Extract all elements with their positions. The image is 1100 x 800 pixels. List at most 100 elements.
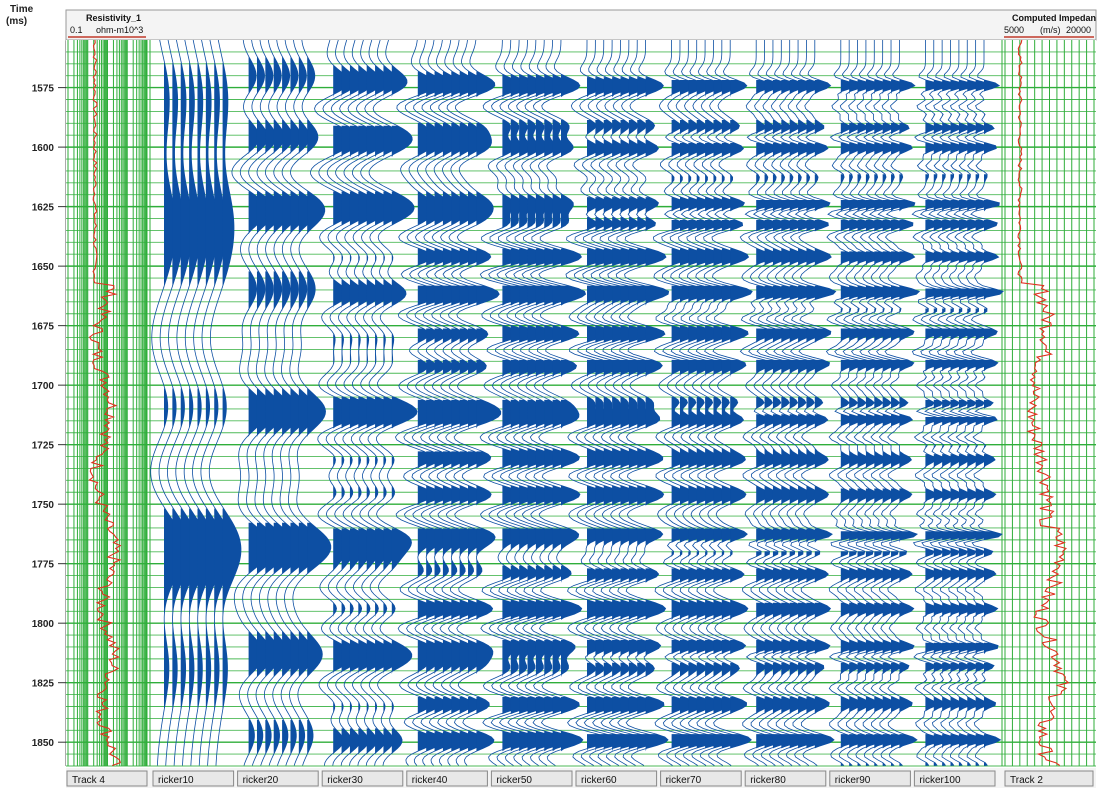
time-tick-label: 1700 — [32, 381, 55, 392]
trace-fill — [587, 77, 611, 752]
trace-wiggle — [624, 40, 670, 766]
trace-wiggle — [150, 39, 183, 766]
track-4-label-box — [66, 770, 148, 787]
trace-ricker20-label: ricker20 — [243, 775, 279, 786]
trace-fill — [671, 79, 694, 767]
trace-fill — [730, 79, 753, 767]
vertical-grid — [67, 40, 1095, 766]
trace-ricker90-label-box — [829, 770, 911, 787]
time-tick-label: 1650 — [32, 262, 55, 273]
left-log-max: 10^3 — [124, 25, 143, 35]
trace-ricker60-label: ricker60 — [581, 775, 617, 786]
trace-wiggle — [200, 39, 233, 766]
right-log-max: 20000 — [1066, 25, 1091, 35]
trace-wiggle — [167, 39, 200, 766]
time-axis: Time (ms) 1575 1600 1625 1650 1675 1700 1725 17… — [0, 0, 67, 800]
trace-wiggle — [368, 39, 418, 766]
resistivity-log-curve — [88, 39, 122, 767]
left-log-header: Resistivity_1 0.1 ohm-m 10^3 — [68, 13, 146, 38]
time-tick-label: 1825 — [32, 679, 55, 690]
trace-wiggle — [538, 39, 587, 766]
trace-ricker50-label: ricker50 — [496, 775, 532, 786]
trace-fill — [679, 79, 703, 767]
trace-ricker60-label-box — [575, 770, 658, 787]
time-tick-label: 1575 — [32, 84, 55, 95]
time-axis-title: Time — [10, 4, 34, 15]
trace-fill — [603, 77, 627, 752]
time-tick-label: 1800 — [32, 619, 55, 630]
trace-fill — [222, 62, 241, 712]
right-log-unit: (m/s) — [1040, 25, 1061, 35]
trace-fill — [772, 79, 794, 767]
time-tick-label: 1725 — [32, 441, 55, 452]
trace-panel-ricker20 — [231, 39, 332, 766]
trace-fill — [476, 71, 501, 752]
trace-fill — [595, 77, 619, 752]
trace-wiggle — [798, 40, 837, 766]
trace-panel-ricker60 — [565, 39, 670, 766]
time-tick-label: 1775 — [32, 560, 55, 571]
time-axis-ticks: 1575 1600 1625 1650 1675 1700 1725 1750 1775 1800… — [32, 84, 66, 749]
trace-ricker90-label: ricker90 — [835, 775, 871, 786]
trace-panel-ricker100 — [911, 40, 1004, 767]
trace-ricker20-label-box — [237, 770, 319, 787]
trace-ricker50-label-box — [490, 770, 573, 787]
trace-wiggle — [970, 40, 1004, 766]
trace-fill — [798, 79, 819, 767]
trace-fill — [637, 77, 661, 752]
trace-wiggle — [884, 40, 921, 766]
trace-ricker40-label: ricker40 — [412, 775, 448, 786]
trace-fill — [705, 79, 728, 767]
data-area — [66, 39, 1096, 767]
track-4-label: Track 4 — [72, 775, 105, 786]
time-tick-label: 1600 — [32, 143, 55, 154]
trace-fill — [612, 77, 636, 752]
trace-wiggle — [711, 40, 753, 766]
time-tick-label: 1675 — [32, 322, 55, 333]
trace-panel-ricker70 — [652, 40, 753, 767]
trace-ricker80-label: ricker80 — [750, 775, 786, 786]
trace-fill — [721, 79, 744, 767]
trace-ricker100-label-box — [913, 770, 996, 787]
trace-panel-ricker90 — [825, 40, 921, 767]
trace-panel-ricker10 — [150, 39, 242, 766]
trace-ricker30-label-box — [321, 770, 404, 787]
right-log-title: Computed Impedan — [1012, 13, 1096, 23]
left-log-title: Resistivity_1 — [86, 13, 141, 23]
trace-panel-ricker30 — [310, 39, 418, 766]
trace-ricker10-label: ricker10 — [158, 775, 194, 786]
trace-fill — [781, 79, 803, 767]
trace-ricker30-label: ricker30 — [327, 775, 363, 786]
trace-panel-ricker80 — [739, 40, 837, 767]
trace-fill — [806, 79, 828, 767]
trace-wiggle — [192, 39, 225, 766]
trace-fill — [696, 79, 719, 767]
trace-wiggle — [175, 39, 208, 766]
trace-wiggle — [158, 39, 192, 766]
trace-ricker40-label-box — [406, 770, 488, 787]
time-tick-label: 1625 — [32, 203, 55, 214]
right-log-header: Computed Impedan 5000 (m/s) 20000 — [1004, 13, 1096, 38]
impedance-log-curve — [1017, 39, 1070, 766]
trace-wiggle — [453, 39, 502, 766]
time-axis-unit: (ms) — [6, 16, 27, 27]
header-band: Resistivity_1 0.1 ohm-m 10^3 Computed Im… — [65, 9, 1097, 41]
trace-fill — [814, 79, 836, 767]
trace-ricker80-label-box — [744, 770, 827, 787]
time-tick-label: 1750 — [32, 500, 55, 511]
trace-panel-ricker50 — [479, 39, 587, 766]
trace-fill — [789, 79, 811, 767]
trace-ricker10-label-box — [152, 770, 235, 787]
right-log-min: 5000 — [1004, 25, 1024, 35]
left-log-unit: ohm-m — [96, 25, 124, 35]
track-2-label: Track 2 — [1010, 775, 1043, 786]
track-footer: Track 4 ricker10 ricker20 ricker30 ricker40 r… — [66, 768, 1096, 788]
trace-ricker70-label-box — [660, 770, 742, 787]
left-log-min: 0.1 — [70, 25, 83, 35]
log-curves — [88, 39, 1070, 767]
trace-fill — [561, 74, 586, 752]
trace-fill — [620, 77, 644, 752]
time-tick-label: 1850 — [32, 738, 55, 749]
trace-panel-ricker40 — [394, 39, 502, 766]
